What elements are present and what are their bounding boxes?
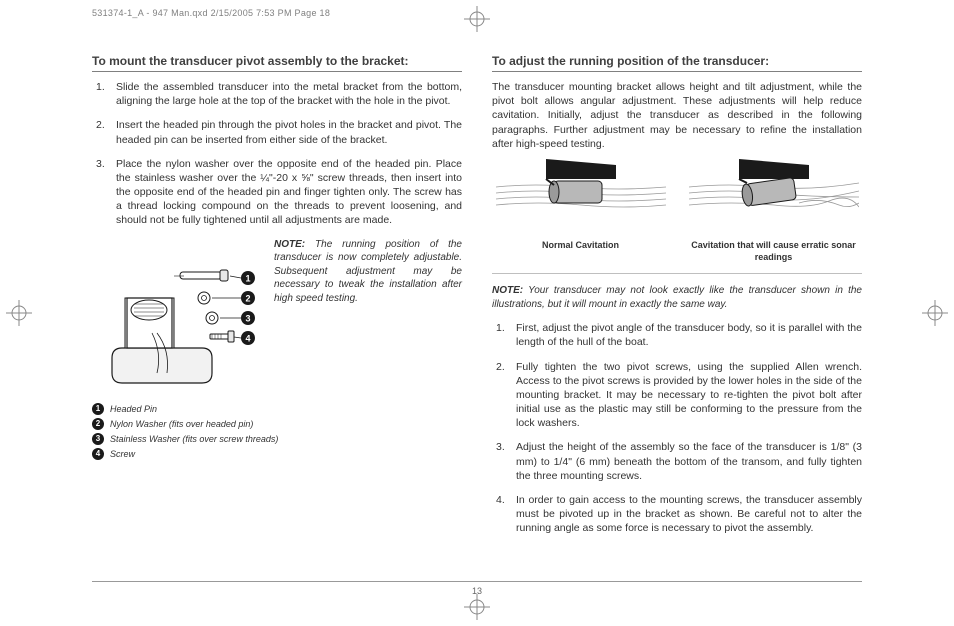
right-heading: To adjust the running position of the tr… (492, 54, 862, 72)
legend-text: Screw (110, 449, 135, 459)
caption-erratic: Cavitation that will cause erratic sonar… (685, 240, 862, 263)
mount-step: Slide the assembled transducer into the … (92, 80, 462, 108)
legend-text: Headed Pin (110, 404, 157, 414)
mount-steps-list: Slide the assembled transducer into the … (92, 80, 462, 228)
crop-mark-top (464, 6, 490, 32)
figure-legend: 1 Headed Pin 2 Nylon Washer (fits over hea… (92, 403, 462, 460)
content-area: To mount the transducer pivot assembly t… (0, 18, 954, 545)
right-column: To adjust the running position of the tr… (492, 54, 862, 545)
transducer-exploded-diagram: 1 2 3 4 (92, 238, 262, 393)
mount-step: Insert the headed pin through the pivot … (92, 118, 462, 146)
legend-text: Nylon Washer (fits over headed pin) (110, 419, 253, 429)
svg-text:2: 2 (245, 293, 250, 303)
legend-item: 1 Headed Pin (92, 403, 462, 415)
legend-num: 3 (92, 433, 104, 445)
legend-num: 2 (92, 418, 104, 430)
svg-text:4: 4 (245, 333, 250, 343)
right-note: NOTE: Your transducer may not look exact… (492, 284, 862, 311)
svg-text:3: 3 (245, 313, 250, 323)
legend-item: 2 Nylon Washer (fits over headed pin) (92, 418, 462, 430)
legend-text: Stainless Washer (fits over screw thread… (110, 434, 278, 444)
figure-separator (492, 273, 862, 274)
legend-num: 4 (92, 448, 104, 460)
footer-rule (92, 581, 862, 582)
crop-mark-left (6, 300, 32, 326)
note-label: NOTE: (492, 285, 523, 296)
crop-mark-right (922, 300, 948, 326)
right-intro: The transducer mounting bracket allows h… (492, 80, 862, 151)
legend-item: 3 Stainless Washer (fits over screw threa… (92, 433, 462, 445)
erratic-cavitation-fig: Cavitation that will cause erratic sonar… (685, 159, 862, 263)
normal-cavitation-fig: Normal Cavitation (492, 159, 669, 263)
left-column: To mount the transducer pivot assembly t… (92, 54, 462, 545)
left-heading: To mount the transducer pivot assembly t… (92, 54, 462, 72)
adjust-step: Adjust the height of the assembly so the… (492, 440, 862, 483)
crop-mark-bottom (464, 594, 490, 620)
svg-text:1: 1 (245, 273, 250, 283)
legend-item: 4 Screw (92, 448, 462, 460)
adjust-step: Fully tighten the two pivot screws, usin… (492, 360, 862, 431)
adjust-steps-list: First, adjust the pivot angle of the tra… (492, 321, 862, 535)
cavitation-figures: Normal Cavitation Cavitation that w (492, 159, 862, 263)
exploded-figure-row: 1 2 3 4 NOTE: The running position of th… (92, 238, 462, 393)
note-label: NOTE: (274, 239, 305, 250)
legend-num: 1 (92, 403, 104, 415)
adjust-step: In order to gain access to the mounting … (492, 493, 862, 536)
left-note: NOTE: The running position of the transd… (274, 238, 462, 306)
adjust-step: First, adjust the pivot angle of the tra… (492, 321, 862, 349)
caption-normal: Normal Cavitation (492, 240, 669, 252)
note-text: Your transducer may not look exactly lik… (492, 285, 862, 310)
page-number: 13 (472, 586, 482, 596)
mount-step: Place the nylon washer over the opposite… (92, 157, 462, 228)
